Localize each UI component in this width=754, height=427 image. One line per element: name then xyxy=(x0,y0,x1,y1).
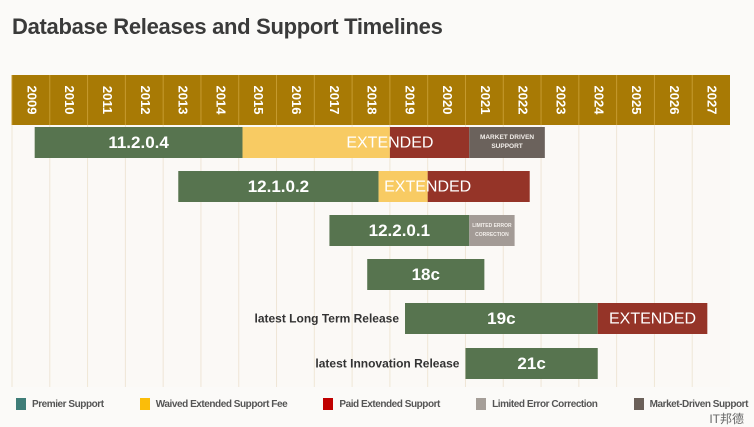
legend-swatch xyxy=(633,398,644,410)
release-label: 12.1.0.2 xyxy=(248,177,309,196)
bar-segment-premier xyxy=(367,259,485,290)
year-tick-label: 2023 xyxy=(554,86,569,115)
bar-segment-premier xyxy=(178,171,379,202)
extended-label: EXTENDED xyxy=(346,135,433,152)
bar-segment-waived xyxy=(378,171,428,202)
release-label: 21c xyxy=(517,354,545,373)
legend-label: Paid Extended Support xyxy=(339,398,440,410)
bar-segment-premier xyxy=(34,127,243,158)
legend: Premier Support Waived Extended Support … xyxy=(16,396,748,412)
segment-label: CORRECTION xyxy=(475,232,509,238)
watermark: IT邦德 xyxy=(709,412,744,426)
legend-label: Waived Extended Support Fee xyxy=(155,398,288,410)
legend-item-premier: Premier Support xyxy=(16,398,104,410)
year-tick-label: 2010 xyxy=(62,86,77,115)
year-tick-label: 2022 xyxy=(516,86,531,115)
year-tick-label: 2021 xyxy=(478,86,493,115)
side-label: latest Long Term Release xyxy=(255,312,400,326)
segment-label: LIMITED ERROR xyxy=(472,223,512,229)
extended-label: EXTENDED xyxy=(609,311,696,328)
year-tick-label: 2024 xyxy=(591,86,606,116)
year-tick-label: 2009 xyxy=(24,86,39,115)
year-tick-label: 2011 xyxy=(100,86,115,114)
year-tick-label: 2018 xyxy=(365,86,380,115)
year-tick-label: 2025 xyxy=(629,86,644,115)
release-label: 11.2.0.4 xyxy=(108,133,169,152)
release-label: 18c xyxy=(412,265,440,284)
chart-title: Database Releases and Support Timelines xyxy=(12,14,443,39)
year-tick-label: 2014 xyxy=(213,86,228,116)
legend-label: Market-Driven Support xyxy=(649,398,749,410)
year-tick-label: 2017 xyxy=(327,86,342,115)
legend-item-paid: Paid Extended Support xyxy=(323,398,440,410)
extended-label: EXTENDED xyxy=(384,179,471,196)
segment-label: SUPPORT xyxy=(491,143,522,150)
bar-segment-limited xyxy=(469,215,515,246)
legend-swatch xyxy=(139,398,150,410)
legend-label: Premier Support xyxy=(32,398,104,410)
legend-swatch xyxy=(16,398,26,410)
bar-segment-premier xyxy=(329,215,470,246)
year-tick-label: 2027 xyxy=(705,86,720,115)
bar-segment-premier xyxy=(465,348,598,379)
year-tick-label: 2020 xyxy=(440,86,455,115)
year-tick-label: 2016 xyxy=(289,86,304,115)
side-label: latest Innovation Release xyxy=(315,357,459,371)
legend-item-waived: Waived Extended Support Fee xyxy=(139,398,288,410)
legend-item-limited: Limited Error Correction xyxy=(476,398,598,410)
release-label: 12.2.0.1 xyxy=(369,221,430,240)
year-header xyxy=(12,75,730,125)
segment-label: MARKET DRIVEN xyxy=(480,134,534,141)
legend-swatch xyxy=(323,398,334,410)
release-label: 19c xyxy=(487,309,515,328)
legend-swatch xyxy=(476,398,487,410)
year-tick-label: 2015 xyxy=(251,86,266,115)
bar-segment-paid xyxy=(389,127,470,158)
year-tick-label: 2026 xyxy=(667,86,682,115)
bar-segment-waived xyxy=(242,127,390,158)
year-tick-label: 2012 xyxy=(138,86,153,115)
bar-segment-paid xyxy=(597,303,708,334)
plot-area xyxy=(12,125,730,387)
bar-segment-premier xyxy=(405,303,598,334)
year-tick-label: 2019 xyxy=(402,86,417,115)
year-tick-label: 2013 xyxy=(176,86,191,115)
legend-item-market: Market-Driven Support xyxy=(633,398,749,410)
bar-segment-market xyxy=(469,127,545,158)
bar-segment-paid xyxy=(427,171,530,202)
legend-label: Limited Error Correction xyxy=(492,398,598,410)
